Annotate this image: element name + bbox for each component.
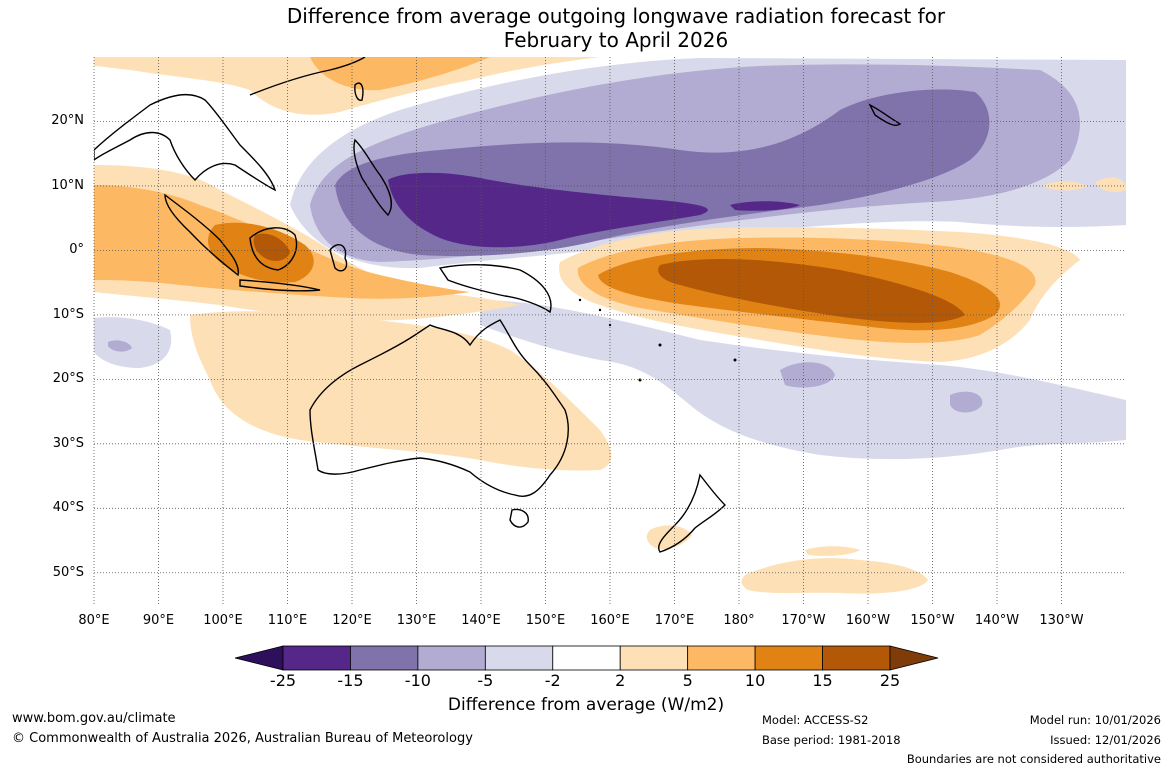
island-dot (598, 308, 602, 312)
colorbar-tick-label: -15 (337, 671, 364, 690)
colorbar-tick-label: 10 (744, 671, 766, 690)
colorbar-tick-label: 25 (879, 671, 901, 690)
colorbar-swatch (350, 645, 419, 671)
website-link[interactable]: www.bom.gov.au/climate (12, 711, 176, 726)
anomaly-region-plus5-north-asia (310, 57, 490, 91)
anomaly-field (94, 57, 1126, 605)
longitude-label: 100°E (203, 613, 243, 628)
coastline-australia (309, 319, 569, 497)
longitude-label: 140°W (974, 613, 1020, 628)
colorbar-tick-label: 5 (682, 671, 693, 690)
anomaly-region-minus15-north-pacific (388, 172, 708, 248)
longitude-label: 80°E (78, 613, 110, 628)
colorbar-tick-label: 2 (615, 671, 626, 690)
latitude-label: 50°S (52, 564, 84, 580)
coastline-java (239, 279, 321, 292)
longitude-label: 160°W (845, 613, 891, 628)
longitude-label: 140°E (461, 613, 501, 628)
colorbar-tick-label: -10 (404, 671, 431, 690)
colorbar-swatch (282, 645, 351, 671)
coastline-new-zealand (658, 473, 726, 553)
anomaly-region-plus2-new-zealand (646, 525, 692, 550)
title-line-1: Difference from average outgoing longwav… (286, 4, 946, 28)
copyright-text: © Commonwealth of Australia 2026, Austra… (12, 731, 473, 746)
anomaly-region-minus2-west (94, 317, 172, 368)
island-dot (638, 378, 642, 382)
colorbar-extend-low (234, 645, 284, 671)
anomaly-region-plus15-maritime (253, 233, 290, 261)
anomaly-region-minus5-west (108, 340, 132, 352)
colorbar-tick-label: -5 (477, 671, 494, 690)
coastline-taiwan (354, 82, 364, 102)
longitude-label: 120°E (332, 613, 372, 628)
longitude-label: 130°E (396, 613, 437, 628)
colorbar-extend-high (889, 645, 939, 671)
colorbar-swatch (619, 645, 689, 671)
latitude-label: 10°N (51, 177, 84, 193)
colorbar-tick-label: -2 (544, 671, 561, 690)
anomaly-region-plus2-southern-ocean-small (805, 546, 860, 556)
island-dot (658, 343, 662, 347)
small-islands (578, 298, 737, 382)
boundaries-disclaimer: Boundaries are not considered authoritat… (906, 752, 1161, 766)
anomaly-region-plus2-australia (190, 311, 612, 471)
colorbar-title: Difference from average (W/m2) (447, 695, 725, 715)
latitude-label: 40°S (52, 500, 84, 516)
issued-text: Issued: 12/01/2026 (1050, 733, 1161, 747)
base-period-text: Base period: 1981-2018 (762, 733, 901, 747)
coastline-sulawesi (329, 244, 348, 272)
model-run-text: Model run: 10/01/2026 (1029, 713, 1161, 727)
longitude-label: 170°E (654, 613, 695, 628)
anomaly-region-plus2-north-east-pacific (1095, 177, 1126, 192)
coastline-sumatra (164, 193, 239, 277)
title-line-2: February to April 2026 (503, 28, 729, 52)
longitude-label: 150°E (525, 613, 566, 628)
colorbar-tick-label: 15 (812, 671, 833, 690)
anomaly-region-plus2-southern-ocean (741, 558, 928, 594)
latitude-label: 20°S (52, 371, 84, 387)
longitude-label: 90°E (142, 613, 175, 628)
island-dot (578, 298, 582, 302)
coastline-philippines (353, 138, 392, 217)
coastline-hawaii (868, 103, 902, 126)
anomaly-region-minus5-south-pacific-east (950, 391, 983, 413)
colorbar-swatch (754, 645, 823, 671)
latitude-label: 10°S (52, 306, 84, 322)
latitude-label: 30°S (52, 435, 84, 451)
longitude-label: 170°W (781, 613, 826, 628)
latitude-label: 0° (69, 242, 84, 258)
colorbar-swatch (484, 645, 554, 671)
anomaly-region-minus5-south-pacific (780, 362, 835, 388)
map-title: Difference from average outgoing longwav… (0, 4, 1173, 52)
anomaly-region-plus15-central-pacific (658, 258, 965, 323)
longitude-label: 150°W (910, 613, 955, 628)
anomaly-region-plus2-hawaii (1042, 181, 1088, 191)
coastline-borneo (249, 227, 298, 271)
colorbar-swatch (822, 645, 891, 671)
model-text: Model: ACCESS-S2 (762, 713, 869, 727)
longitude-label: 180° (723, 613, 755, 628)
anomaly-region-minus15-central-pacific (730, 201, 800, 211)
colorbar-swatch (417, 645, 486, 671)
colorbar-swatch (687, 645, 756, 671)
colorbar-swatch (552, 645, 621, 671)
longitude-label: 130°W (1039, 613, 1084, 628)
coastline-new-guinea (438, 263, 552, 314)
coastlines (94, 57, 902, 553)
coastline-tasmania (509, 508, 529, 528)
latitude-label: 20°N (51, 113, 84, 129)
longitude-label: 160°E (590, 613, 630, 628)
island-dot (733, 358, 737, 362)
colorbar-tick-label: -25 (269, 671, 297, 690)
graticule (93, 57, 1126, 605)
longitude-label: 110°E (267, 613, 308, 628)
colorbar (234, 645, 939, 671)
coastline-mainland-asia (94, 57, 366, 192)
